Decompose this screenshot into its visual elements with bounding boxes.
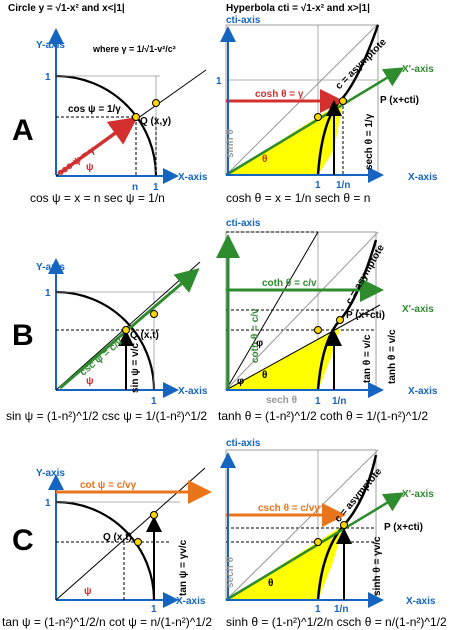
panel-c-psi: ψ: [84, 586, 92, 597]
panel-a-gamma-note: where γ = 1/√1-v²/c²: [92, 44, 176, 54]
panel-a-formula-left: cos ψ = x = n sec ψ = 1/n: [30, 191, 165, 205]
panel-c-theta: θ: [268, 578, 273, 589]
panel-a-cos-label: cos ψ = 1/γ: [68, 104, 121, 115]
panel-c-tan-label: tan ψ = γv/c: [178, 539, 189, 596]
panel-a-asymptote: c = asymptote: [334, 36, 389, 91]
panel-b-theta: θ: [262, 370, 267, 381]
panel-c-xprime-label: X'-axis: [402, 489, 434, 500]
panel-a: A Y-axis X-axis 1 where γ = 1/√1-v²/c² c…: [12, 15, 438, 205]
panel-a-hyperbola: cti-axis X'-axis X-axis c = asymptote co…: [216, 15, 438, 191]
panel-a-h-y-one: 1: [216, 76, 222, 87]
panel-b-h-x-axis-label: X-axis: [408, 386, 438, 397]
panel-b-csc-label: csc ψ = c/v: [78, 336, 125, 378]
panel-b-psi: ψ: [86, 376, 94, 387]
panel-b-y-one: 1: [45, 288, 51, 299]
panel-b-x-one: 1: [151, 396, 157, 407]
panel-b-phi-2: φ: [237, 376, 244, 387]
panel-b: B Y-axis X-axis 1 csc ψ = c/v sin ψ = v/…: [6, 218, 438, 423]
panel-a-h-one: 1: [315, 180, 321, 191]
panel-a-letter: A: [12, 114, 34, 147]
panel-b-letter: B: [12, 319, 34, 352]
panel-c-point-p: P (x+cti): [384, 522, 423, 533]
panel-a-circle: Y-axis X-axis 1 where γ = 1/√1-v²/c² cos…: [36, 28, 208, 193]
panel-c-csch-label: csch θ = c/vγ: [258, 503, 320, 514]
panel-c-y-axis-label: Y-axis: [36, 468, 65, 479]
panel-c-h-one: 1: [315, 604, 321, 615]
panel-a-sech-label: sech θ = 1/γ: [364, 113, 375, 170]
panel-b-phi-1: φ: [256, 338, 263, 349]
panel-c-x-one: 1: [151, 604, 157, 615]
panel-a-xprime-label: X'-axis: [402, 64, 434, 75]
panel-a-x-one: 1: [153, 182, 159, 193]
panel-c-h-x-axis-label: X-axis: [406, 596, 436, 607]
circle-title: Circle y = √1-x² and x<|1|: [8, 3, 125, 14]
panel-a-formula-right: cosh θ = x = 1/n sech θ = n: [226, 191, 370, 205]
panel-c-formula-right: sinh θ = (1-n²)^1/2/n csch θ = n/(1-n²)^…: [226, 615, 447, 629]
panel-b-sin-label: sin ψ = v/c: [130, 343, 141, 393]
panel-a-cosh-label: cosh θ = γ: [255, 89, 304, 100]
panel-c-cot-label: cot ψ = c/vγ: [80, 480, 137, 491]
panel-b-formula-left: sin ψ = (1-n²)^1/2 csc ψ = 1/(1-n²)^1/2: [6, 409, 207, 423]
panel-b-xprime-label: X'-axis: [402, 304, 434, 315]
panel-c-x-axis-label: X-axis: [176, 596, 206, 607]
panel-b-asymptote: c = asymptote: [344, 243, 387, 307]
panel-a-point-q: Q (x,y): [140, 116, 171, 127]
panel-a-y-axis-label: Y-axis: [36, 40, 65, 51]
panel-c-asymptote: c = asymptote: [333, 466, 385, 525]
panel-a-h-x-axis-label: X-axis: [408, 172, 438, 183]
panel-c-cti-axis-label: cti-axis: [226, 438, 261, 449]
panel-b-circle: Y-axis X-axis 1 csc ψ = c/v sin ψ = v/c …: [36, 258, 208, 407]
panel-c-h-one-over-n: 1/n: [334, 604, 348, 615]
panel-c-sech-label: sech θ: [225, 557, 236, 588]
panel-b-y-axis-label: Y-axis: [36, 262, 65, 273]
panel-c: C Y-axis X-axis 1 cot ψ = c/vγ tan ψ = γ…: [2, 438, 447, 629]
panel-a-theta: θ: [262, 154, 267, 165]
panel-a-point-p: P (x+cti): [380, 95, 419, 106]
hyperbola-title: Hyperbola cti = √1-x² and x>|1|: [226, 3, 370, 14]
panel-b-sech-label: sech θ: [266, 395, 297, 406]
panel-b-cti-axis-label: cti-axis: [226, 218, 261, 229]
panel-b-hyperbola: cti-axis X'-axis X-axis c = asymptote co…: [216, 218, 438, 407]
panel-a-sinh-label: sinh θ: [225, 129, 236, 158]
panel-c-sinh-label: sinh θ = γv/c: [372, 536, 383, 596]
panel-a-x-axis-label: X-axis: [178, 172, 208, 183]
panel-b-point-p: P (x+cti): [346, 310, 385, 321]
panel-c-formula-left: tan ψ = (1-n²)^1/2/n cot ψ = n/(1-n²)^1/…: [2, 615, 212, 629]
panel-b-h-one: 1: [315, 396, 321, 407]
panel-b-coth-label: coth θ = c/v: [262, 278, 317, 289]
panel-b-coth-vert: coth θ = c/v: [250, 308, 261, 363]
panel-b-x-axis-label: X-axis: [178, 386, 208, 397]
panel-a-psi: ψ: [86, 162, 94, 173]
panel-a-n-tick: n: [132, 182, 138, 193]
panel-b-h-one-over-n: 1/n: [332, 396, 346, 407]
panel-b-point-q: Q (x,t): [130, 330, 159, 341]
panel-b-tanh-label: tanh θ = v/c: [387, 329, 398, 384]
panel-c-circle: Y-axis X-axis 1 cot ψ = c/vγ tan ψ = γv/…: [36, 467, 212, 615]
panel-b-formula-right: tanh θ = (1-n²)^1/2 coth θ = 1/(1-n²)^1/…: [218, 409, 428, 423]
panel-a-y-one: 1: [45, 72, 51, 83]
panel-a-cti-axis-label: cti-axis: [226, 15, 261, 26]
panel-c-letter: C: [12, 524, 34, 557]
panel-a-h-one-over-n: 1/n: [336, 180, 350, 191]
panel-c-hyperbola: cti-axis X'-axis X-axis c = asymptote cs…: [220, 438, 436, 615]
panel-c-point-q: Q (x,t): [103, 532, 132, 543]
panel-c-y-one: 1: [45, 498, 51, 509]
panel-b-tan-label: tan θ = v/c: [362, 334, 373, 383]
